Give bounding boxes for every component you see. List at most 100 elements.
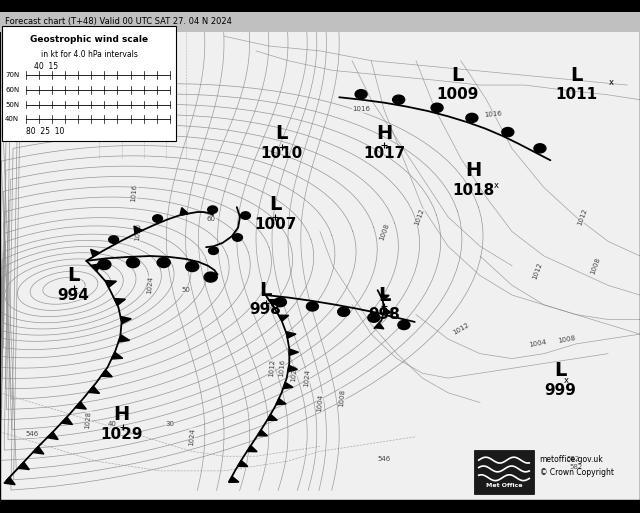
Circle shape bbox=[502, 128, 514, 136]
Circle shape bbox=[208, 206, 218, 213]
Text: 999: 999 bbox=[544, 383, 576, 398]
Polygon shape bbox=[75, 402, 86, 409]
Polygon shape bbox=[33, 446, 44, 454]
Text: 1010: 1010 bbox=[260, 146, 303, 161]
Text: 40N: 40N bbox=[5, 116, 19, 122]
Text: L: L bbox=[451, 66, 464, 85]
Text: 1024: 1024 bbox=[147, 276, 154, 294]
Polygon shape bbox=[380, 295, 389, 301]
Text: L: L bbox=[269, 195, 282, 214]
Circle shape bbox=[241, 212, 250, 219]
Text: 30: 30 bbox=[165, 422, 174, 427]
Text: metoffice.gov.uk
© Crown Copyright: metoffice.gov.uk © Crown Copyright bbox=[540, 455, 614, 477]
Polygon shape bbox=[267, 415, 277, 420]
Text: 998: 998 bbox=[368, 307, 400, 322]
Text: 60N: 60N bbox=[5, 87, 19, 93]
Bar bbox=[0, 12, 640, 32]
Polygon shape bbox=[180, 208, 188, 215]
Polygon shape bbox=[101, 370, 112, 377]
Circle shape bbox=[338, 307, 349, 317]
Polygon shape bbox=[247, 446, 257, 451]
Text: Forecast chart (T+48) Valid 00 UTC SAT 27. 04 N 2024: Forecast chart (T+48) Valid 00 UTC SAT 2… bbox=[5, 17, 232, 26]
Text: Met Office: Met Office bbox=[486, 483, 522, 488]
Circle shape bbox=[368, 313, 380, 322]
Text: 582: 582 bbox=[570, 464, 582, 470]
Text: 40: 40 bbox=[108, 422, 116, 427]
Text: 1012: 1012 bbox=[577, 207, 588, 226]
Polygon shape bbox=[288, 365, 298, 372]
Text: x: x bbox=[563, 376, 568, 385]
Text: x: x bbox=[493, 181, 499, 190]
Text: 994: 994 bbox=[58, 288, 90, 303]
Polygon shape bbox=[88, 386, 100, 393]
Text: 40  15: 40 15 bbox=[34, 62, 58, 71]
Text: 1018: 1018 bbox=[452, 183, 495, 198]
Polygon shape bbox=[120, 317, 131, 324]
Circle shape bbox=[431, 103, 443, 112]
Circle shape bbox=[275, 298, 287, 307]
Circle shape bbox=[534, 144, 546, 153]
Circle shape bbox=[153, 215, 163, 222]
Text: L: L bbox=[378, 286, 390, 305]
Polygon shape bbox=[118, 335, 129, 342]
Polygon shape bbox=[237, 460, 248, 466]
Text: 1012: 1012 bbox=[532, 261, 543, 280]
Polygon shape bbox=[283, 382, 293, 389]
Polygon shape bbox=[91, 264, 102, 271]
Polygon shape bbox=[269, 300, 279, 306]
Text: 1017: 1017 bbox=[363, 146, 405, 161]
Text: 50: 50 bbox=[181, 287, 190, 293]
Circle shape bbox=[186, 262, 199, 271]
Polygon shape bbox=[289, 349, 298, 356]
Polygon shape bbox=[278, 315, 289, 321]
Text: 1012: 1012 bbox=[413, 207, 425, 226]
Text: 1004: 1004 bbox=[528, 340, 547, 348]
Polygon shape bbox=[4, 477, 15, 485]
Polygon shape bbox=[276, 399, 286, 405]
Circle shape bbox=[393, 95, 404, 104]
Text: 1028: 1028 bbox=[84, 410, 92, 429]
Text: H: H bbox=[465, 161, 482, 180]
Text: 1004: 1004 bbox=[316, 393, 324, 411]
Text: 50N: 50N bbox=[5, 102, 19, 108]
Text: L: L bbox=[554, 361, 566, 380]
Circle shape bbox=[466, 113, 478, 123]
Text: L: L bbox=[67, 266, 80, 285]
Text: L: L bbox=[275, 124, 288, 144]
Polygon shape bbox=[91, 249, 100, 257]
Polygon shape bbox=[228, 476, 239, 482]
Polygon shape bbox=[111, 352, 123, 359]
Polygon shape bbox=[286, 332, 296, 338]
Text: in kt for 4.0 hPa intervals: in kt for 4.0 hPa intervals bbox=[40, 50, 138, 59]
Circle shape bbox=[127, 258, 140, 268]
Text: 1008: 1008 bbox=[557, 334, 576, 344]
Text: 70N: 70N bbox=[5, 72, 19, 78]
Text: 1029: 1029 bbox=[100, 427, 143, 442]
Circle shape bbox=[109, 236, 118, 243]
Text: L: L bbox=[259, 281, 272, 300]
Circle shape bbox=[398, 321, 410, 329]
Polygon shape bbox=[47, 432, 58, 440]
Circle shape bbox=[98, 260, 111, 269]
Text: 546: 546 bbox=[26, 431, 38, 437]
Text: 60: 60 bbox=[207, 216, 216, 222]
Text: H: H bbox=[113, 405, 130, 424]
Circle shape bbox=[232, 234, 243, 241]
Text: 1008: 1008 bbox=[339, 388, 346, 407]
Polygon shape bbox=[375, 323, 384, 329]
Text: 1007: 1007 bbox=[254, 217, 296, 232]
Text: 998: 998 bbox=[250, 302, 282, 317]
Circle shape bbox=[209, 247, 218, 254]
Polygon shape bbox=[114, 299, 125, 305]
Text: 1016: 1016 bbox=[131, 183, 138, 202]
Text: Geostrophic wind scale: Geostrophic wind scale bbox=[30, 35, 148, 44]
Bar bbox=[474, 450, 534, 495]
Text: 546: 546 bbox=[378, 456, 390, 462]
Circle shape bbox=[157, 258, 170, 267]
Text: L: L bbox=[570, 66, 582, 85]
Text: 1012: 1012 bbox=[452, 322, 470, 337]
Text: 1008: 1008 bbox=[589, 256, 601, 275]
Text: 1012: 1012 bbox=[268, 359, 276, 378]
Text: x: x bbox=[609, 78, 614, 87]
Text: 1011: 1011 bbox=[555, 87, 597, 102]
